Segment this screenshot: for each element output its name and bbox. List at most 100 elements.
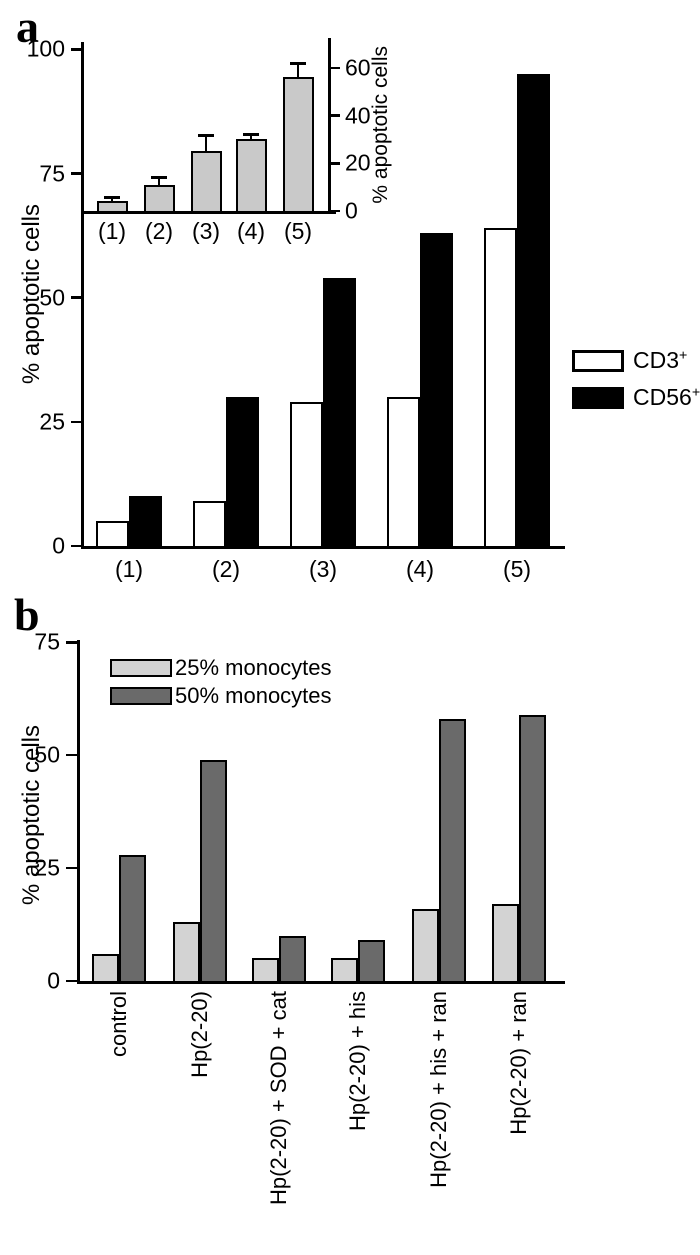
x-axis-line (81, 211, 336, 214)
y-axis-title: % apoptotic cells (16, 42, 48, 546)
x-tick-label-4: (4) (236, 218, 266, 244)
x-tick-label-hp-2-20-ran: Hp(2-20) + ran (506, 991, 531, 1135)
bar-50-monocytes-hp-2-20 (200, 759, 227, 981)
legend-item-25-monocytes: 25% monocytes (110, 657, 332, 679)
x-tick-label-hp-2-20-sod-cat: Hp(2-20) + SOD + cat (266, 991, 291, 1205)
bar-50-monocytes-hp-2-20-sod-cat (279, 935, 306, 981)
y-tick-mark (66, 753, 77, 757)
x-axis-line (81, 546, 565, 549)
legend-item-cd56: CD56+ (572, 384, 700, 410)
error-bar-line (204, 135, 208, 152)
y-tick-mark (71, 544, 81, 548)
panel-b-legend: 25% monocytes 50% monocytes (110, 657, 332, 707)
y-axis-title-text: % apoptotic cells (18, 725, 45, 906)
legend-label: 25% monocytes (175, 655, 332, 680)
x-tick-label-3: (3) (308, 556, 338, 582)
legend-swatch (572, 349, 624, 372)
bar-25-monocytes-hp-2-20-his (331, 958, 358, 981)
x-tick-label-1: (1) (114, 556, 144, 582)
bar-cd56-5 (517, 74, 550, 546)
y-tick-label-75: 75 (34, 628, 60, 655)
x-tick-label-3: (3) (191, 218, 221, 244)
x-tick-label-1: (1) (97, 218, 127, 244)
y-tick-mark (71, 48, 81, 51)
bar-50-monocytes-hp-2-20-his-ran (439, 719, 466, 981)
bar-50-monocytes-control (119, 854, 146, 981)
y-tick-label-60: 60 (345, 54, 371, 81)
x-tick-label-5: (5) (283, 218, 313, 244)
bar-apoptotic-cells-3 (190, 151, 222, 211)
y-axis-title-text: % apoptotic cells (368, 46, 392, 204)
y-tick-label-100: 100 (26, 35, 65, 62)
bar-cd56-3 (323, 277, 356, 546)
error-bar-line (249, 134, 253, 140)
bar-cd56-1 (129, 496, 162, 546)
error-bar-cap (290, 61, 306, 65)
panel-a-label: a (16, 1, 39, 52)
bar-cd3-3 (290, 402, 323, 546)
y-tick-label-0: 0 (345, 197, 358, 224)
y-tick-mark (331, 114, 340, 117)
bar-50-monocytes-hp-2-20-ran (519, 714, 546, 981)
error-bar-line (296, 63, 300, 78)
y-tick-mark (331, 209, 340, 213)
bar-cd56-4 (420, 233, 453, 546)
bar-apoptotic-cells-1 (96, 201, 128, 211)
legend-label: CD3+ (633, 347, 688, 373)
y-tick-label-25: 25 (39, 408, 65, 435)
error-bar-line (110, 197, 114, 202)
bar-apoptotic-cells-4 (235, 139, 267, 211)
x-tick-label-hp-2-20-his: Hp(2-20) + his (345, 991, 370, 1132)
y-tick-mark (331, 162, 340, 165)
bar-50-monocytes-hp-2-20-his (358, 940, 385, 981)
y-tick-label-50: 50 (34, 741, 60, 768)
panel-b-label: b (14, 589, 40, 640)
y-axis-line (328, 38, 331, 214)
x-tick-label-2: (2) (211, 556, 241, 582)
y-tick-mark (66, 866, 77, 870)
error-bar-cap (104, 196, 120, 200)
y-axis-title: % apoptotic cells (16, 650, 48, 981)
y-tick-mark (71, 420, 81, 424)
panel-a-main-chart: 0 25 50 75 100 (1) (2) (3) (4) (5) % apoptotic cel… (18, 37, 565, 581)
bar-cd3-2 (193, 501, 226, 546)
y-axis-line (77, 640, 80, 984)
legend-label: CD56+ (633, 384, 700, 410)
x-tick-label-hp-2-20-his-ran: Hp(2-20) + his + ran (426, 991, 451, 1188)
error-bar-cap (243, 133, 259, 137)
panel-a-legend: CD3+ CD56+ (572, 347, 700, 410)
y-axis-title-text: % apoptotic cells (18, 203, 45, 385)
panel-b-chart: 0 25 50 75 control Hp(2-20) Hp(2-20) + SOD + c… (18, 630, 565, 1205)
y-axis-title: % apoptotic cells (362, 30, 398, 220)
y-tick-mark (66, 979, 77, 983)
error-bar-cap (198, 134, 214, 138)
bar-25-monocytes-hp-2-20-ran (492, 904, 519, 981)
y-tick-label-25: 25 (34, 854, 60, 881)
bar-cd56-2 (226, 397, 259, 546)
bar-cd3-5 (484, 228, 517, 546)
panel-a-inset-chart: 0 20 40 60 (1) (2) (3) (4) (5) % apoptotic cells (81, 38, 392, 243)
y-tick-mark (331, 66, 340, 70)
y-tick-mark (71, 296, 81, 299)
legend-item-50-monocytes: 50% monocytes (110, 685, 332, 707)
x-axis-line (77, 981, 565, 984)
y-tick-label-50: 50 (39, 284, 65, 311)
legend-swatch (572, 386, 624, 409)
x-tick-label-control: control (106, 991, 131, 1058)
y-tick-label-75: 75 (39, 160, 65, 187)
legend-swatch (110, 687, 172, 705)
bar-25-monocytes-hp-2-20-his-ran (412, 908, 439, 981)
x-tick-label-hp-2-20: Hp(2-20) (187, 991, 212, 1078)
legend-label: 50% monocytes (175, 683, 332, 708)
y-tick-mark (66, 641, 77, 644)
legend-item-cd3: CD3+ (572, 347, 700, 373)
bar-25-monocytes-hp-2-20 (173, 922, 200, 981)
y-tick-mark (71, 172, 81, 175)
bar-cd3-4 (387, 397, 420, 546)
bar-25-monocytes-hp-2-20-sod-cat (252, 958, 279, 981)
error-bar-cap (151, 176, 167, 180)
bar-cd3-1 (96, 521, 129, 546)
bar-apoptotic-cells-2 (143, 184, 175, 211)
y-tick-label-20: 20 (345, 149, 371, 176)
